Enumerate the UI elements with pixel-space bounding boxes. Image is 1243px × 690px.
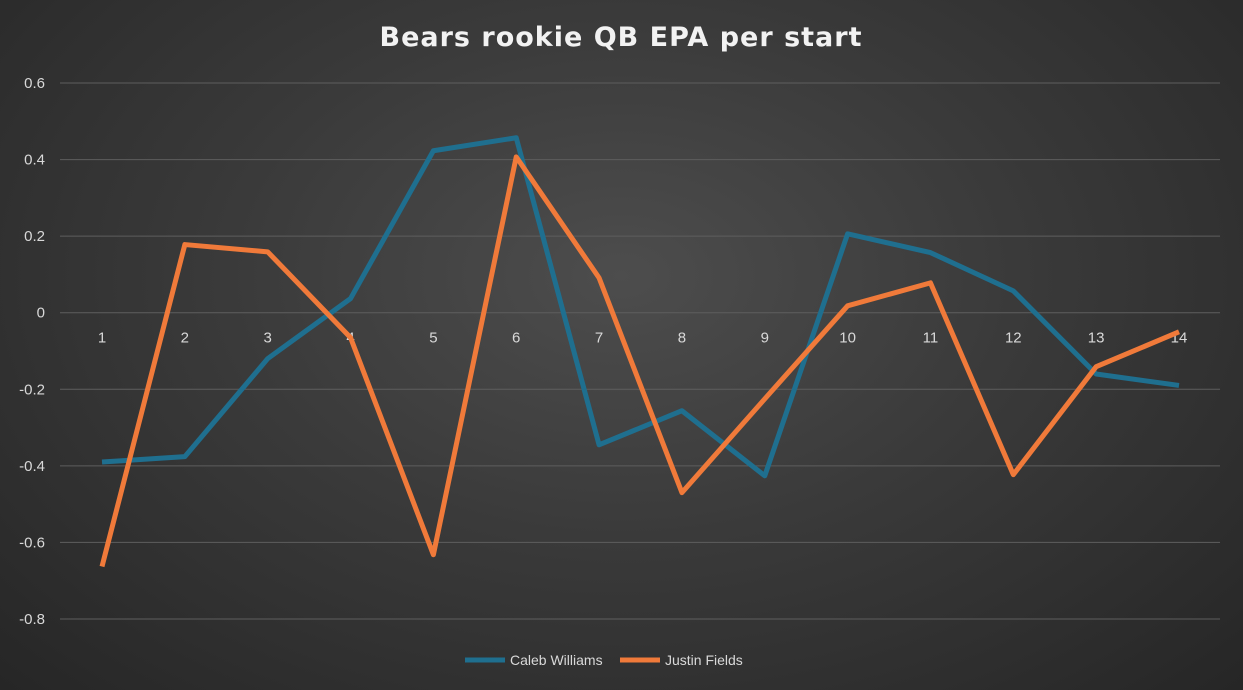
- x-tick-label: 8: [678, 330, 686, 347]
- y-tick-label: -0.6: [19, 534, 45, 551]
- series-line-caleb-williams: [101, 135, 1180, 479]
- y-tick-label: -0.4: [19, 458, 45, 475]
- x-tick-label: 2: [181, 330, 189, 347]
- legend-label: Justin Fields: [665, 652, 743, 668]
- x-tick-label: 13: [1088, 330, 1105, 347]
- x-tick-label: 6: [512, 330, 520, 347]
- y-tick-label: 0.2: [24, 228, 45, 245]
- x-tick-label: 12: [1005, 330, 1022, 347]
- x-tick-label: 9: [761, 330, 769, 347]
- x-tick-label: 11: [923, 330, 939, 347]
- x-tick-label: 3: [264, 330, 272, 347]
- y-tick-label: -0.2: [19, 381, 45, 398]
- x-tick-label: 10: [839, 330, 856, 347]
- chart-title: Bears rookie QB EPA per start: [380, 22, 863, 53]
- legend-label: Caleb Williams: [510, 652, 603, 668]
- y-tick-label: 0.6: [24, 75, 45, 92]
- y-tick-label: 0.4: [24, 152, 45, 169]
- series-line-justin-fields: [99, 154, 1180, 568]
- y-tick-label: 0: [37, 305, 45, 322]
- x-tick-label: 5: [429, 330, 437, 347]
- x-tick-label: 1: [98, 330, 106, 347]
- y-tick-label: -0.8: [19, 611, 45, 628]
- x-tick-label: 7: [595, 330, 603, 347]
